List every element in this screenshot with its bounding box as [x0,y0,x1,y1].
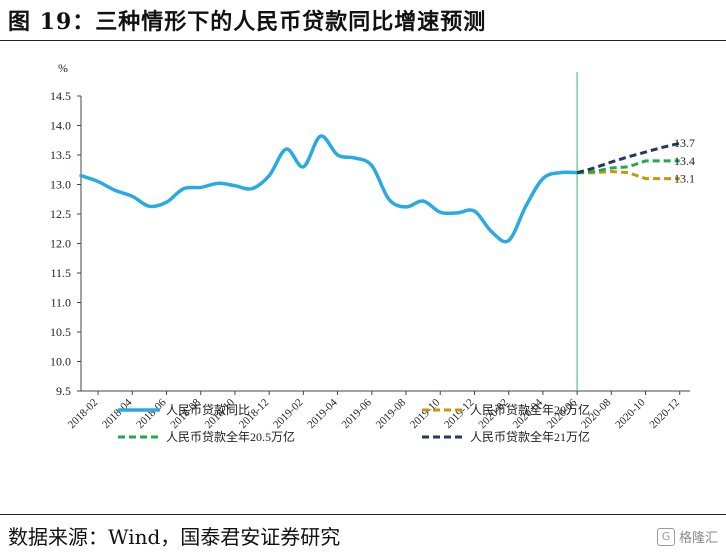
series-end-label: 13.7 [674,136,695,150]
data-point [610,167,612,169]
data-point [80,174,82,176]
x-tick-label: 2020-10 [613,396,648,431]
data-point [388,198,390,200]
data-point [456,212,458,214]
data-point [644,160,646,162]
y-tick-label: 10.0 [50,355,71,369]
x-tick-label: 2019-06 [340,396,375,431]
x-tick-label: 2018-04 [100,396,135,431]
legend-label: 人民币贷款全年20.5万亿 [166,429,295,444]
data-point [593,167,595,169]
y-tick-label: 13.0 [50,178,71,192]
data-point [371,164,373,166]
chart-title: 图 19：三种情形下的人民币贷款同比增速预测 [8,9,487,35]
source-bar: 数据来源：Wind，国泰君安证券研究 G 格隆汇 [0,514,726,556]
data-point [559,172,561,174]
watermark: G 格隆汇 [656,527,718,546]
data-point [576,172,578,174]
series-line-3 [576,141,681,175]
data-point [661,160,663,162]
data-point [661,146,663,148]
data-point [422,200,424,202]
x-tick-label: 2019-08 [374,396,409,431]
data-point [97,180,99,182]
source-note: 数据来源：Wind，国泰君安证券研究 [8,525,341,549]
data-point [302,166,304,168]
y-tick-label: 13.5 [50,148,71,162]
y-tick-label: 11.5 [50,266,71,280]
data-point [114,189,116,191]
x-tick-label: 2018-06 [134,396,169,431]
data-point [661,177,663,179]
data-point [627,166,629,168]
data-point [251,187,253,189]
data-point [542,177,544,179]
data-point [490,231,492,233]
data-point [148,205,150,207]
data-point [200,186,202,188]
data-point [644,151,646,153]
data-point [131,195,133,197]
title-bar: 图 19：三种情形下的人民币贷款同比增速预测 [0,0,726,41]
data-point [336,154,338,156]
series-end-label: 13.4 [674,154,695,168]
legend-label: 人民币贷款同比 [166,403,250,417]
x-tick-label: 2018-02 [66,397,100,431]
y-tick-label: 12.0 [50,237,71,251]
data-point [217,182,219,184]
legend-label: 人民币贷款全年20万亿 [470,402,590,417]
data-point [285,148,287,150]
watermark-text: 格隆汇 [678,531,718,546]
data-point [627,172,629,174]
line-chart: % 9.5 10.0 10.5 11.0 11.5 12.0 12.5 13.0 13.5 14.0… [50,61,695,444]
x-tick-label: 2019-02 [271,397,305,431]
data-point [610,161,612,163]
y-tick-label: 11.0 [50,296,71,310]
y-axis-unit-label: % [58,61,68,75]
series-line-2 [576,159,680,175]
data-point [627,156,629,158]
data-point [644,177,646,179]
chart-area: % 9.5 10.0 10.5 11.0 11.5 12.0 12.5 13.0 13.5 14.0… [0,44,726,514]
data-point [439,211,441,213]
data-point [319,135,321,137]
y-tick-label: 12.5 [50,207,71,221]
data-point [268,174,270,176]
data-point [405,206,407,208]
data-point [354,157,356,159]
series-line-0 [79,134,579,244]
x-tick-label: 2020-12 [647,397,681,431]
y-tick-label: 14.0 [50,119,71,133]
data-point [610,170,612,172]
data-point [165,201,167,203]
data-point [234,184,236,186]
data-point [507,239,509,241]
data-point [182,187,184,189]
series-end-label: 13.1 [674,172,695,186]
x-tick-label: 2019-10 [408,396,443,431]
watermark-logo-icon: G [656,527,675,546]
y-tick-label: 10.5 [50,325,71,339]
y-tick-label: 9.5 [56,384,71,398]
legend-label: 人民币贷款全年21万亿 [470,429,590,444]
y-tick-label: 14.5 [50,89,71,103]
data-point [525,205,527,207]
data-point [593,170,595,172]
data-point [473,210,475,212]
x-tick-label: 2019-04 [305,396,340,431]
